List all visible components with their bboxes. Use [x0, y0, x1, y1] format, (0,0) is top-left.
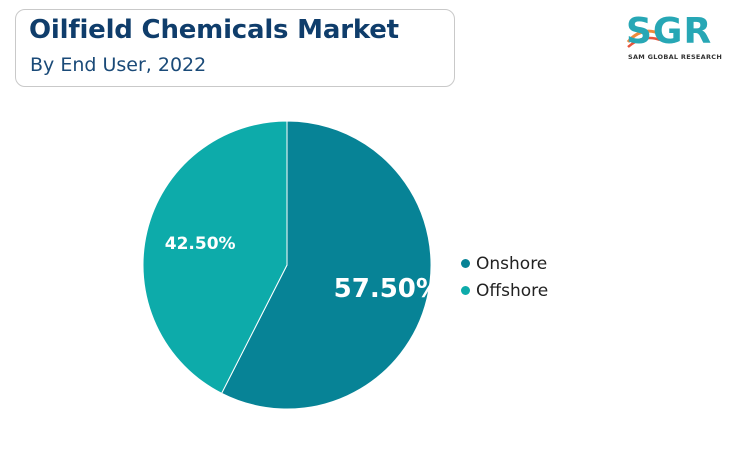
chart-title-box: Oilfield Chemicals Market By End User, 2… [15, 9, 455, 87]
legend-swatch-onshore [461, 259, 470, 268]
legend-item-offshore: Offshore [461, 277, 548, 304]
pie-slice-onshore [220, 120, 432, 410]
sgr-logo: SGR SAM GLOBAL RESEARCH [626, 12, 722, 64]
logo-company-name: SAM GLOBAL RESEARCH [628, 53, 723, 61]
legend-swatch-offshore [461, 286, 470, 295]
chart-title: Oilfield Chemicals Market [29, 15, 399, 45]
legend-label-onshore: Onshore [476, 253, 548, 274]
legend-item-onshore: Onshore [461, 250, 548, 277]
logo-swoosh-icon [626, 29, 661, 48]
legend-label-offshore: Offshore [476, 280, 549, 301]
logo-mark: SGR [626, 11, 713, 52]
pie-label-onshore: 57.50% [334, 274, 442, 304]
chart-subtitle: By End User, 2022 [30, 54, 207, 76]
pie-label-offshore: 42.50% [165, 234, 236, 254]
chart-legend: Onshore Offshore [461, 250, 548, 304]
pie-slice-offshore [142, 120, 288, 394]
